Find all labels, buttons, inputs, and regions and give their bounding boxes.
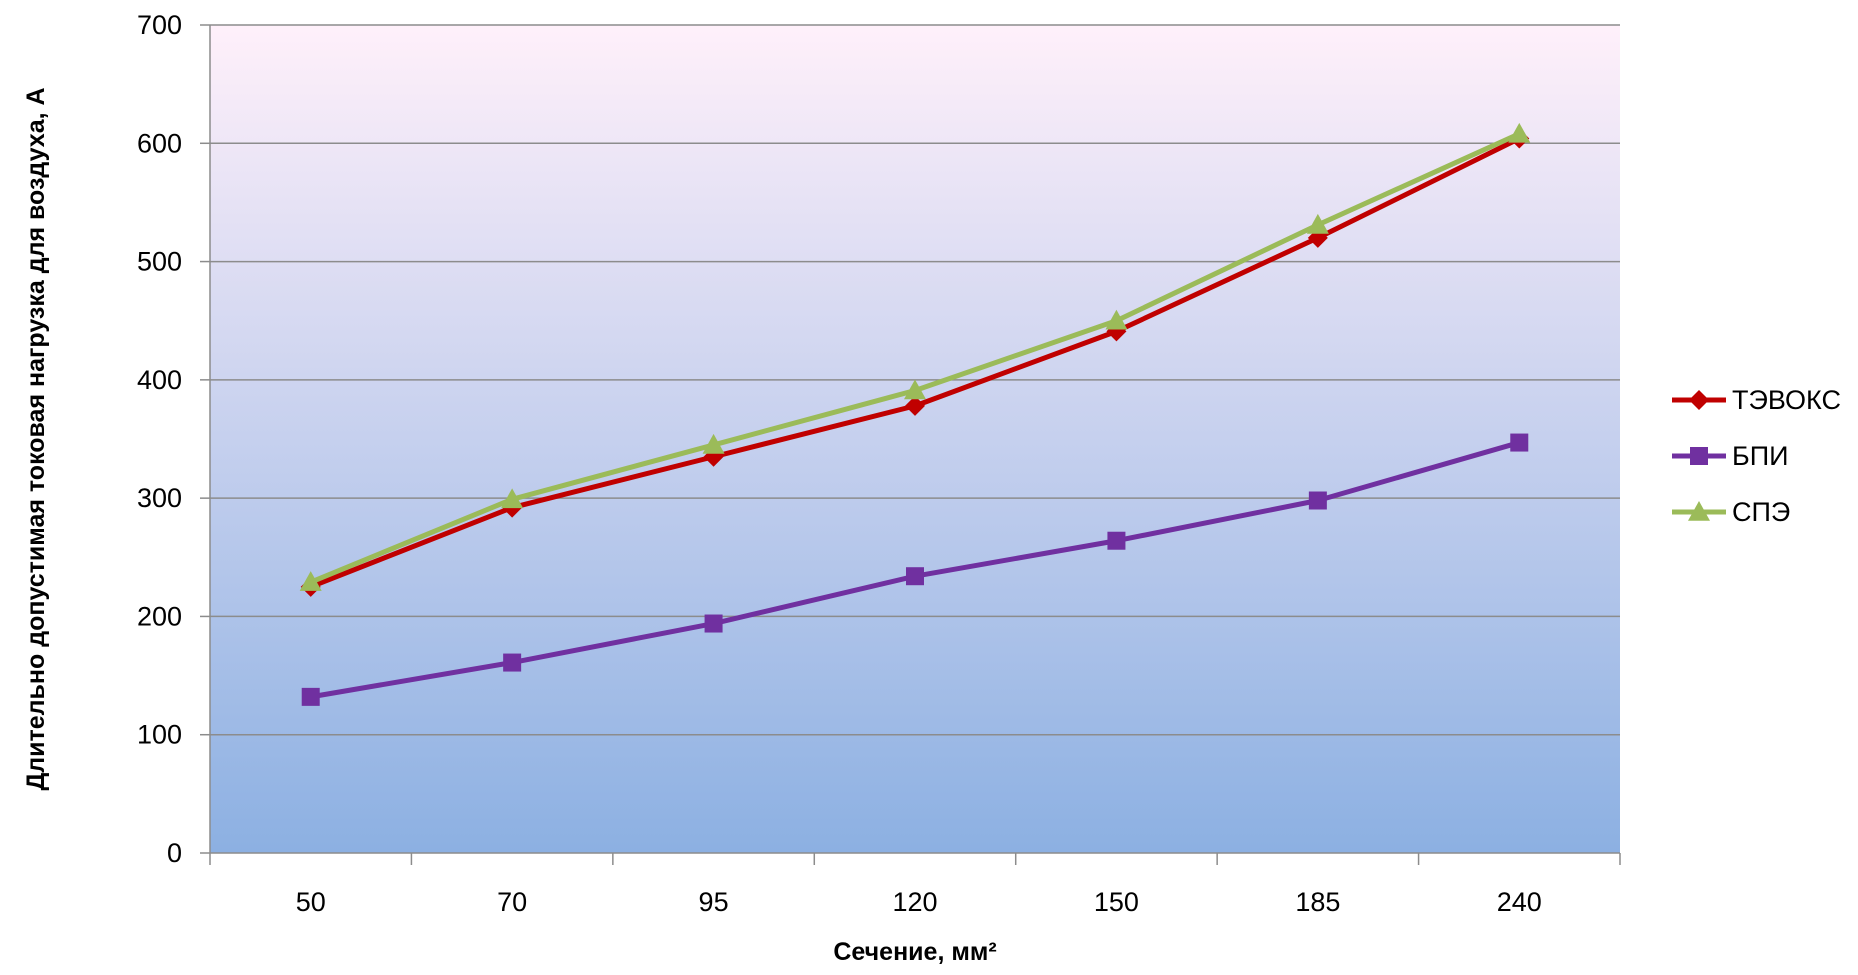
legend-item: ТЭВОКС xyxy=(1672,385,1841,415)
legend-label: СПЭ xyxy=(1732,497,1790,527)
data-point xyxy=(1510,433,1529,452)
y-tick-label: 600 xyxy=(137,128,182,158)
y-tick-label: 400 xyxy=(137,365,182,395)
y-tick-label: 300 xyxy=(137,483,182,513)
data-point xyxy=(299,571,322,591)
data-point xyxy=(501,488,524,509)
data-point xyxy=(905,395,925,416)
legend-marker xyxy=(1690,447,1708,465)
data-point xyxy=(906,567,924,586)
series-2 xyxy=(301,433,1529,706)
y-tick-label: 200 xyxy=(137,601,182,631)
data-point xyxy=(904,379,926,400)
plot-area xyxy=(210,25,1620,853)
tick-labels: 0 100 200 300 400 500 600 700 50 70 95 120 150 185 240 xyxy=(137,10,1542,917)
y-tick-label: 0 xyxy=(167,838,182,868)
series-3 xyxy=(299,122,1531,591)
axes xyxy=(200,24,1621,865)
x-tick-label: 95 xyxy=(699,887,729,917)
x-axis-title: Сечение, мм² xyxy=(833,938,996,966)
x-tick-label: 150 xyxy=(1094,887,1139,917)
y-tick-label: 500 xyxy=(137,247,182,277)
data-point xyxy=(704,614,723,633)
series-lines xyxy=(299,122,1531,706)
y-tick-label: 700 xyxy=(137,10,182,40)
y-axis-title: Длительно допустимая токовая нагрузка дл… xyxy=(22,87,50,790)
legend-item: БПИ xyxy=(1672,441,1789,471)
legend-marker xyxy=(1688,501,1710,521)
x-tick-label: 120 xyxy=(892,887,937,917)
legend-label: БПИ xyxy=(1732,441,1789,471)
legend-label: ТЭВОКС xyxy=(1732,385,1841,415)
data-point xyxy=(1508,122,1531,143)
x-tick-label: 240 xyxy=(1497,887,1542,917)
data-point xyxy=(301,687,320,706)
legend-marker xyxy=(1689,390,1709,410)
data-point xyxy=(702,433,725,454)
data-point xyxy=(1306,213,1329,234)
legend: ТЭВОКС БПИ СПЭ xyxy=(1672,385,1841,527)
gridlines xyxy=(210,24,1620,736)
data-point xyxy=(503,653,522,672)
y-tick-label: 100 xyxy=(137,720,182,750)
x-tick-label: 50 xyxy=(296,887,326,917)
x-tick-label: 70 xyxy=(497,887,527,917)
x-tick-label: 185 xyxy=(1295,887,1340,917)
data-point xyxy=(1308,491,1327,510)
data-point xyxy=(1107,531,1126,550)
legend-item: СПЭ xyxy=(1672,497,1790,527)
data-point xyxy=(1105,309,1128,330)
